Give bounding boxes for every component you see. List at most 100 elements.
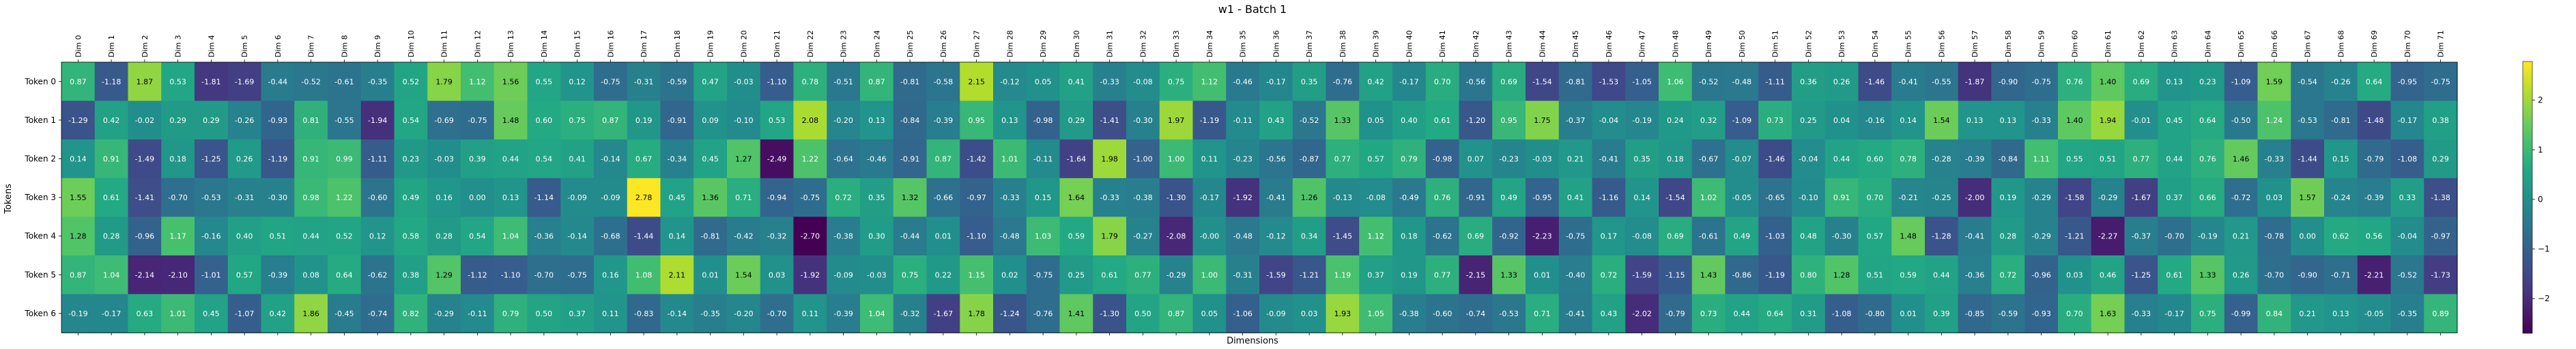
cell-value-label: -1.07	[235, 309, 254, 318]
heatmap-cell	[1292, 255, 1327, 295]
x-tick-label: Dim 59	[2037, 30, 2046, 57]
cell-value-label: 0.76	[1434, 193, 1451, 202]
cell-value-label: 1.04	[868, 309, 885, 318]
heatmap-cell	[161, 255, 195, 295]
cell-value-label: 0.37	[2166, 193, 2183, 202]
cell-value-label: -0.66	[934, 193, 953, 202]
cell-value-label: -0.17	[1266, 77, 1285, 86]
heatmap-cell	[195, 217, 229, 256]
cell-value-label: 0.37	[569, 309, 586, 318]
cell-value-label: 0.64	[2199, 116, 2216, 125]
cell-value-label: 0.55	[536, 77, 553, 86]
heatmap-cell	[2291, 178, 2325, 217]
cell-value-label: -0.45	[334, 309, 354, 318]
heatmap-cell	[860, 178, 894, 217]
x-tick-label: Dim 47	[1638, 30, 1647, 57]
heatmap-cell	[1326, 178, 1360, 217]
heatmap-cell	[427, 294, 461, 333]
x-tick-label: Dim 69	[2370, 30, 2379, 57]
heatmap-cell	[1925, 178, 1959, 217]
cell-value-label: -1.21	[2065, 232, 2084, 241]
x-tick-label: Dim 39	[1372, 30, 1381, 57]
cell-value-label: 0.19	[2000, 193, 2017, 202]
cell-value-label: 1.56	[502, 77, 519, 86]
cell-value-label: 0.29	[2432, 155, 2449, 164]
heatmap-cell	[1492, 139, 1526, 179]
heatmap-cell	[1625, 100, 1659, 140]
heatmap-cell	[227, 294, 262, 333]
cell-value-label: 0.26	[2233, 270, 2250, 279]
cell-value-label: 0.37	[1367, 270, 1384, 279]
heatmap-cell	[2291, 294, 2325, 333]
heatmap-cell	[860, 100, 894, 140]
cell-value-label: 0.70	[1867, 193, 1884, 202]
heatmap-cell	[2124, 217, 2158, 256]
heatmap-cell	[1691, 139, 1726, 179]
cell-value-label: 0.50	[1134, 309, 1151, 318]
cell-value-label: -0.00	[1200, 232, 1219, 241]
x-tick-label: Dim 6	[274, 35, 283, 57]
heatmap-cell	[2291, 139, 2325, 179]
heatmap-cell	[1659, 62, 1693, 102]
heatmap-cell	[61, 255, 96, 295]
heatmap-cell	[760, 139, 795, 179]
cell-value-label: 0.01	[1900, 309, 1917, 318]
cell-value-label: -2.08	[1167, 232, 1186, 241]
cell-value-label: -1.14	[534, 193, 554, 202]
cell-value-label: 0.21	[1567, 155, 1584, 164]
heatmap-cell	[2257, 178, 2291, 217]
heatmap-cell	[128, 139, 162, 179]
cell-value-label: 0.91	[302, 155, 319, 164]
heatmap-cell	[427, 178, 461, 217]
heatmap-cell	[727, 100, 761, 140]
heatmap-cell	[560, 294, 595, 333]
cell-value-label: 0.77	[2133, 155, 2150, 164]
cell-value-label: 0.26	[1833, 77, 1850, 86]
cell-value-label: 1.22	[336, 193, 353, 202]
cell-value-label: 1.40	[2066, 116, 2083, 125]
heatmap-cell	[1425, 100, 1460, 140]
heatmap-cell	[2158, 294, 2192, 333]
heatmap-cell	[1758, 62, 1792, 102]
heatmap-cell	[1259, 255, 1293, 295]
cell-value-label: -0.52	[301, 77, 320, 86]
heatmap-cell	[1625, 62, 1659, 102]
cell-value-label: 0.70	[2066, 309, 2083, 318]
cell-value-label: -0.39	[833, 309, 853, 318]
heatmap-cell	[1259, 100, 1293, 140]
cell-value-label: 0.44	[1933, 270, 1950, 279]
heatmap-cell	[1592, 217, 1626, 256]
cell-value-label: -0.72	[2231, 193, 2250, 202]
cell-value-label: -0.51	[833, 77, 853, 86]
cell-value-label: -0.38	[833, 232, 853, 241]
heatmap-cell	[2158, 139, 2192, 179]
cell-value-label: 0.67	[635, 155, 653, 164]
cell-value-label: -0.90	[2298, 270, 2317, 279]
cell-value-label: -1.73	[2431, 270, 2450, 279]
heatmap-cell	[1659, 139, 1693, 179]
cell-value-label: 1.98	[1101, 155, 1118, 164]
heatmap-cell	[1425, 217, 1460, 256]
heatmap-cell	[2058, 217, 2092, 256]
cell-value-label: 1.12	[1201, 77, 1218, 86]
x-tick-label: Dim 13	[506, 30, 515, 57]
heatmap-cell	[1226, 294, 1260, 333]
cell-value-label: -0.33	[1100, 193, 1119, 202]
cell-value-label: 0.03	[769, 270, 786, 279]
heatmap-cell	[2257, 294, 2291, 333]
heatmap-cell	[1093, 62, 1127, 102]
cell-value-label: 0.64	[336, 270, 353, 279]
heatmap-cell	[2091, 294, 2126, 333]
x-tick-label: Dim 61	[2104, 30, 2113, 57]
heatmap-cell	[2324, 62, 2358, 102]
heatmap-cell	[993, 217, 1027, 256]
heatmap-cell	[1991, 255, 2025, 295]
x-tick-label: Dim 62	[2137, 30, 2146, 57]
heatmap-cell	[1093, 217, 1127, 256]
cell-value-label: 0.54	[469, 232, 486, 241]
x-tick-label: Dim 60	[2070, 30, 2079, 57]
cell-value-label: -1.54	[1532, 77, 1551, 86]
heatmap-cell	[660, 100, 694, 140]
cell-value-label: 0.29	[203, 116, 220, 125]
cell-value-label: 0.13	[1966, 116, 1984, 125]
